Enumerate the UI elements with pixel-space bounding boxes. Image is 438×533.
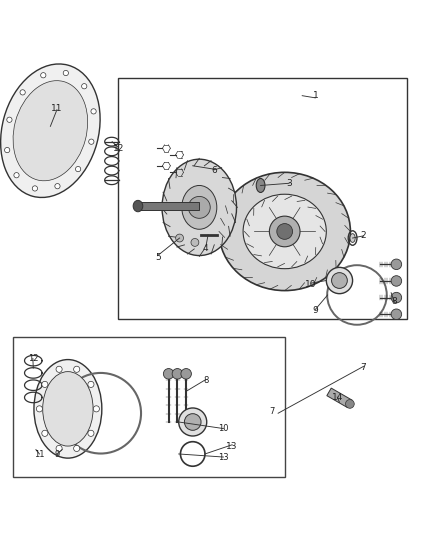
Ellipse shape: [350, 233, 355, 243]
Circle shape: [326, 268, 353, 294]
Circle shape: [55, 183, 60, 189]
Circle shape: [7, 117, 12, 123]
Text: 11: 11: [51, 104, 63, 114]
Text: 12: 12: [28, 354, 38, 363]
Ellipse shape: [13, 80, 88, 181]
Circle shape: [63, 70, 68, 76]
Text: 3: 3: [286, 179, 292, 188]
Ellipse shape: [182, 185, 217, 229]
Circle shape: [391, 276, 402, 286]
Circle shape: [181, 368, 191, 379]
Circle shape: [172, 368, 183, 379]
Text: 9: 9: [312, 306, 318, 315]
Ellipse shape: [243, 194, 326, 269]
Circle shape: [4, 148, 10, 152]
Ellipse shape: [256, 179, 265, 192]
Ellipse shape: [219, 172, 350, 290]
Circle shape: [75, 166, 81, 172]
Circle shape: [391, 259, 402, 270]
Circle shape: [36, 406, 42, 412]
Circle shape: [391, 309, 402, 319]
Ellipse shape: [0, 64, 100, 197]
Circle shape: [74, 446, 80, 451]
Text: 13: 13: [226, 441, 238, 450]
Circle shape: [346, 400, 354, 408]
Circle shape: [188, 197, 210, 219]
Text: 4: 4: [203, 245, 208, 254]
Ellipse shape: [42, 372, 93, 446]
Ellipse shape: [162, 159, 237, 255]
Circle shape: [88, 381, 94, 387]
Text: 13: 13: [218, 453, 229, 462]
Circle shape: [20, 90, 25, 95]
Text: 5: 5: [155, 253, 161, 262]
Circle shape: [74, 366, 80, 373]
Circle shape: [56, 366, 62, 373]
Text: 8: 8: [203, 376, 208, 385]
Circle shape: [191, 238, 199, 246]
Circle shape: [88, 430, 94, 437]
Circle shape: [56, 446, 62, 451]
Text: 6: 6: [212, 166, 218, 175]
Bar: [13, 336, 285, 477]
Ellipse shape: [133, 200, 143, 212]
Circle shape: [42, 430, 48, 437]
Text: 2: 2: [361, 231, 366, 240]
Text: 8: 8: [391, 297, 397, 306]
Circle shape: [176, 234, 184, 242]
Ellipse shape: [34, 360, 102, 458]
Circle shape: [41, 72, 46, 78]
Circle shape: [93, 406, 99, 412]
Polygon shape: [327, 388, 352, 408]
Circle shape: [179, 408, 207, 436]
Circle shape: [89, 139, 94, 144]
Text: 12: 12: [113, 144, 124, 153]
Circle shape: [81, 84, 87, 89]
Text: 7: 7: [360, 363, 367, 372]
Text: 11: 11: [34, 450, 45, 459]
Circle shape: [42, 381, 48, 387]
Circle shape: [91, 109, 96, 114]
Circle shape: [184, 414, 201, 430]
Text: 7: 7: [269, 407, 274, 416]
Circle shape: [163, 368, 174, 379]
Circle shape: [269, 216, 300, 247]
Polygon shape: [138, 201, 199, 211]
Text: 10: 10: [305, 279, 317, 288]
Text: 9: 9: [54, 450, 60, 459]
Circle shape: [14, 173, 19, 178]
Circle shape: [391, 292, 402, 303]
Circle shape: [32, 186, 38, 191]
Text: 1: 1: [312, 91, 318, 100]
Text: 14: 14: [332, 393, 343, 402]
Circle shape: [277, 223, 293, 239]
Text: 10: 10: [218, 424, 229, 433]
Circle shape: [332, 273, 347, 288]
